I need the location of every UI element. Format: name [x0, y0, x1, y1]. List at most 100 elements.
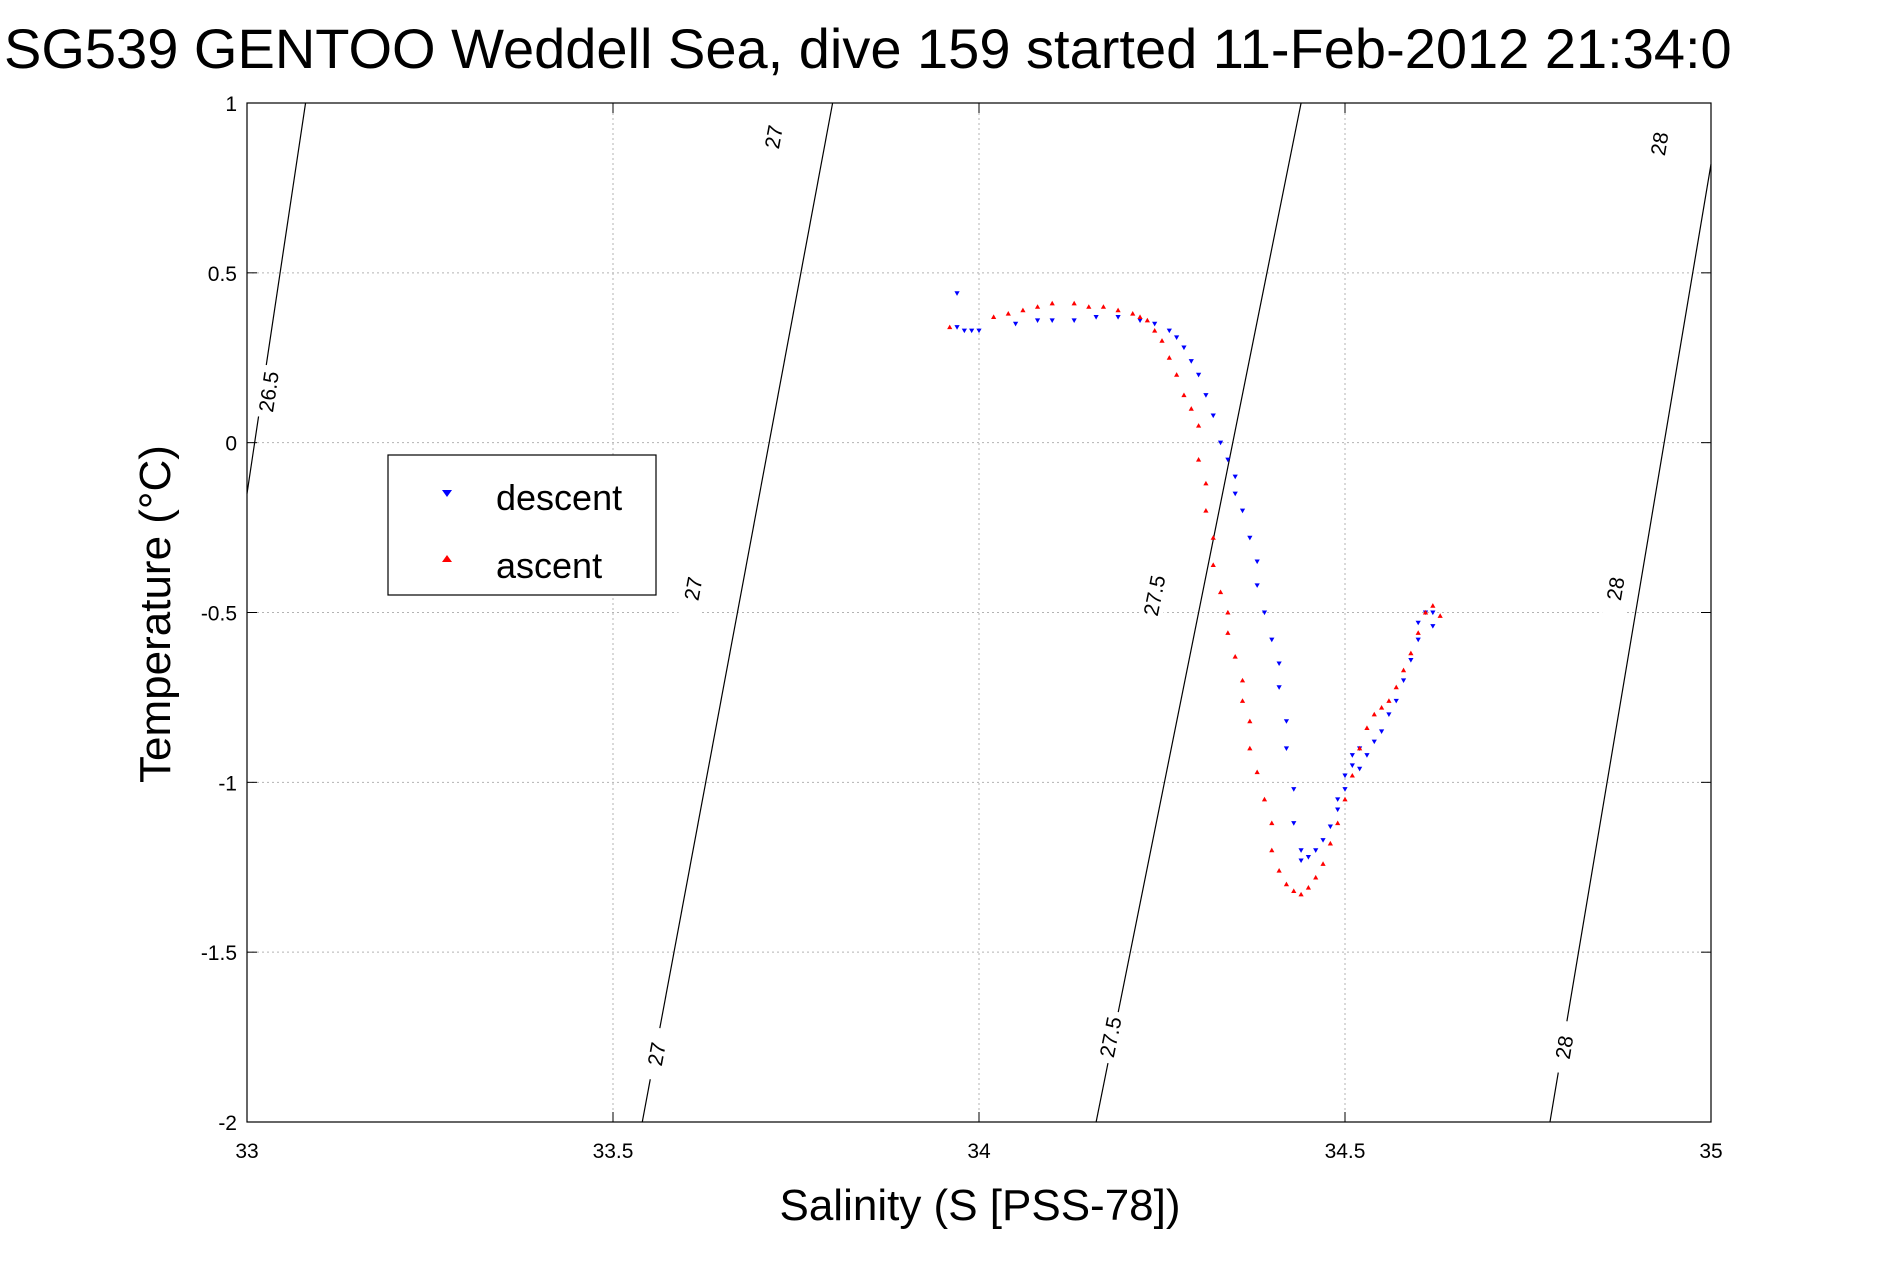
legend-ascent-label: ascent: [496, 545, 602, 586]
descent-point: [1254, 559, 1260, 565]
ascent-point: [1100, 304, 1107, 309]
y-tick-label: 0.5: [208, 263, 237, 286]
y-tick-label: -2: [218, 1112, 237, 1135]
descent-point: [1137, 318, 1143, 323]
descent-point: [1349, 763, 1355, 768]
contour-label-gap: [1093, 1009, 1128, 1065]
descent-point: [1166, 328, 1172, 334]
y-tick-label: -0.5: [201, 603, 237, 626]
descent-point: [1342, 773, 1348, 779]
contour-label-gap: [676, 560, 711, 617]
y-tick-label: 0: [225, 433, 237, 456]
ascent-point: [1005, 310, 1011, 316]
legend-ascent-marker: [442, 555, 452, 562]
ascent-point: [1049, 300, 1055, 306]
ascent-point: [1203, 480, 1209, 486]
contour-label-gap: [253, 364, 285, 420]
y-axis-label: Temperature (°C): [131, 445, 180, 783]
contour-label: 27: [761, 123, 788, 150]
descent-point: [1071, 318, 1077, 323]
legend-descent-marker: [442, 490, 452, 497]
ascent-point: [1152, 327, 1158, 333]
ascent-point: [1349, 772, 1355, 778]
ascent-point: [1196, 423, 1202, 428]
descent-point: [961, 328, 967, 334]
descent-point: [1364, 753, 1370, 758]
descent-point: [1408, 658, 1414, 663]
ascent-point: [1247, 718, 1253, 724]
descent-point: [1371, 739, 1377, 745]
descent-point: [976, 328, 982, 334]
descent-point: [1196, 372, 1202, 378]
contour-label: 27: [681, 575, 708, 602]
ascent-point: [1269, 847, 1275, 853]
descent-point: [1203, 393, 1209, 398]
ascent-point: [1386, 698, 1392, 703]
descent-point: [1093, 314, 1099, 320]
descent-point: [1291, 787, 1297, 792]
descent-point: [1305, 855, 1311, 860]
x-tick-label: 34: [967, 1140, 991, 1163]
descent-point: [1013, 321, 1019, 327]
contour-line: [641, 102, 834, 1123]
contour-label: 27.5: [1096, 1015, 1127, 1060]
descent-point: [1335, 797, 1341, 802]
descent-point: [954, 325, 960, 330]
ascent-point: [1247, 745, 1253, 751]
contour-label-gap: [640, 1026, 674, 1082]
data-points: [947, 291, 1443, 897]
density-contours: 26.5 27 27 27 27.5 27.5 28 28 28: [246, 102, 1712, 1123]
descent-point: [1210, 413, 1216, 419]
ascent-point: [1137, 314, 1143, 319]
ascent-point: [1379, 705, 1385, 710]
ascent-point: [1181, 392, 1187, 398]
descent-point: [1415, 620, 1421, 626]
descent-point: [1393, 698, 1399, 704]
legend-box: [387, 454, 657, 596]
ascent-point: [1225, 630, 1231, 635]
descent-point: [1320, 838, 1326, 843]
descent-point: [1313, 848, 1319, 853]
descent-point: [1254, 583, 1260, 588]
ascent-point: [1408, 650, 1414, 656]
descent-point: [1115, 314, 1121, 320]
ascent-point: [1291, 888, 1297, 894]
ascent-point: [1342, 796, 1348, 802]
ascent-point: [1400, 667, 1407, 673]
x-axis-ticks: 33 33.5 34 34.5 35: [235, 103, 1723, 1163]
descent-point: [1283, 746, 1290, 751]
descent-point: [969, 328, 975, 334]
contour-label-gap: [1137, 567, 1172, 624]
x-tick-label: 34.5: [1325, 1140, 1366, 1163]
descent-point: [1349, 753, 1355, 758]
descent-point: [1379, 729, 1385, 734]
descent-point: [1276, 661, 1282, 667]
contour-line: [246, 102, 307, 494]
y-tick-label: -1.5: [201, 942, 237, 965]
ascent-point: [1364, 725, 1370, 730]
descent-point: [1298, 858, 1304, 864]
ascent-point: [1115, 307, 1121, 313]
ascent-point: [1020, 307, 1026, 313]
ascent-point: [1305, 885, 1311, 890]
ascent-point: [1254, 769, 1260, 775]
ascent-point: [1437, 613, 1443, 618]
y-axis-ticks: -2 -1.5 -1 -0.5 0 0.5 1: [201, 93, 1711, 1135]
contour-label: 27.5: [1140, 573, 1171, 618]
contour-label: 28: [1603, 575, 1630, 602]
ascent-point: [1144, 317, 1150, 323]
contour-line: [1549, 164, 1712, 1123]
ascent-point: [1159, 338, 1165, 343]
ascent-point: [1430, 603, 1436, 608]
ascent-point: [1203, 508, 1209, 513]
descent-point: [1335, 807, 1341, 813]
ascent-point: [1422, 609, 1429, 615]
contour-label-gap: [1548, 1019, 1581, 1075]
descent-point: [1034, 318, 1041, 323]
grid: [247, 103, 1711, 1122]
descent-point: [1430, 610, 1436, 616]
legend: descent ascent: [387, 454, 657, 596]
descent-point: [1181, 345, 1187, 351]
descent-point: [954, 291, 960, 296]
